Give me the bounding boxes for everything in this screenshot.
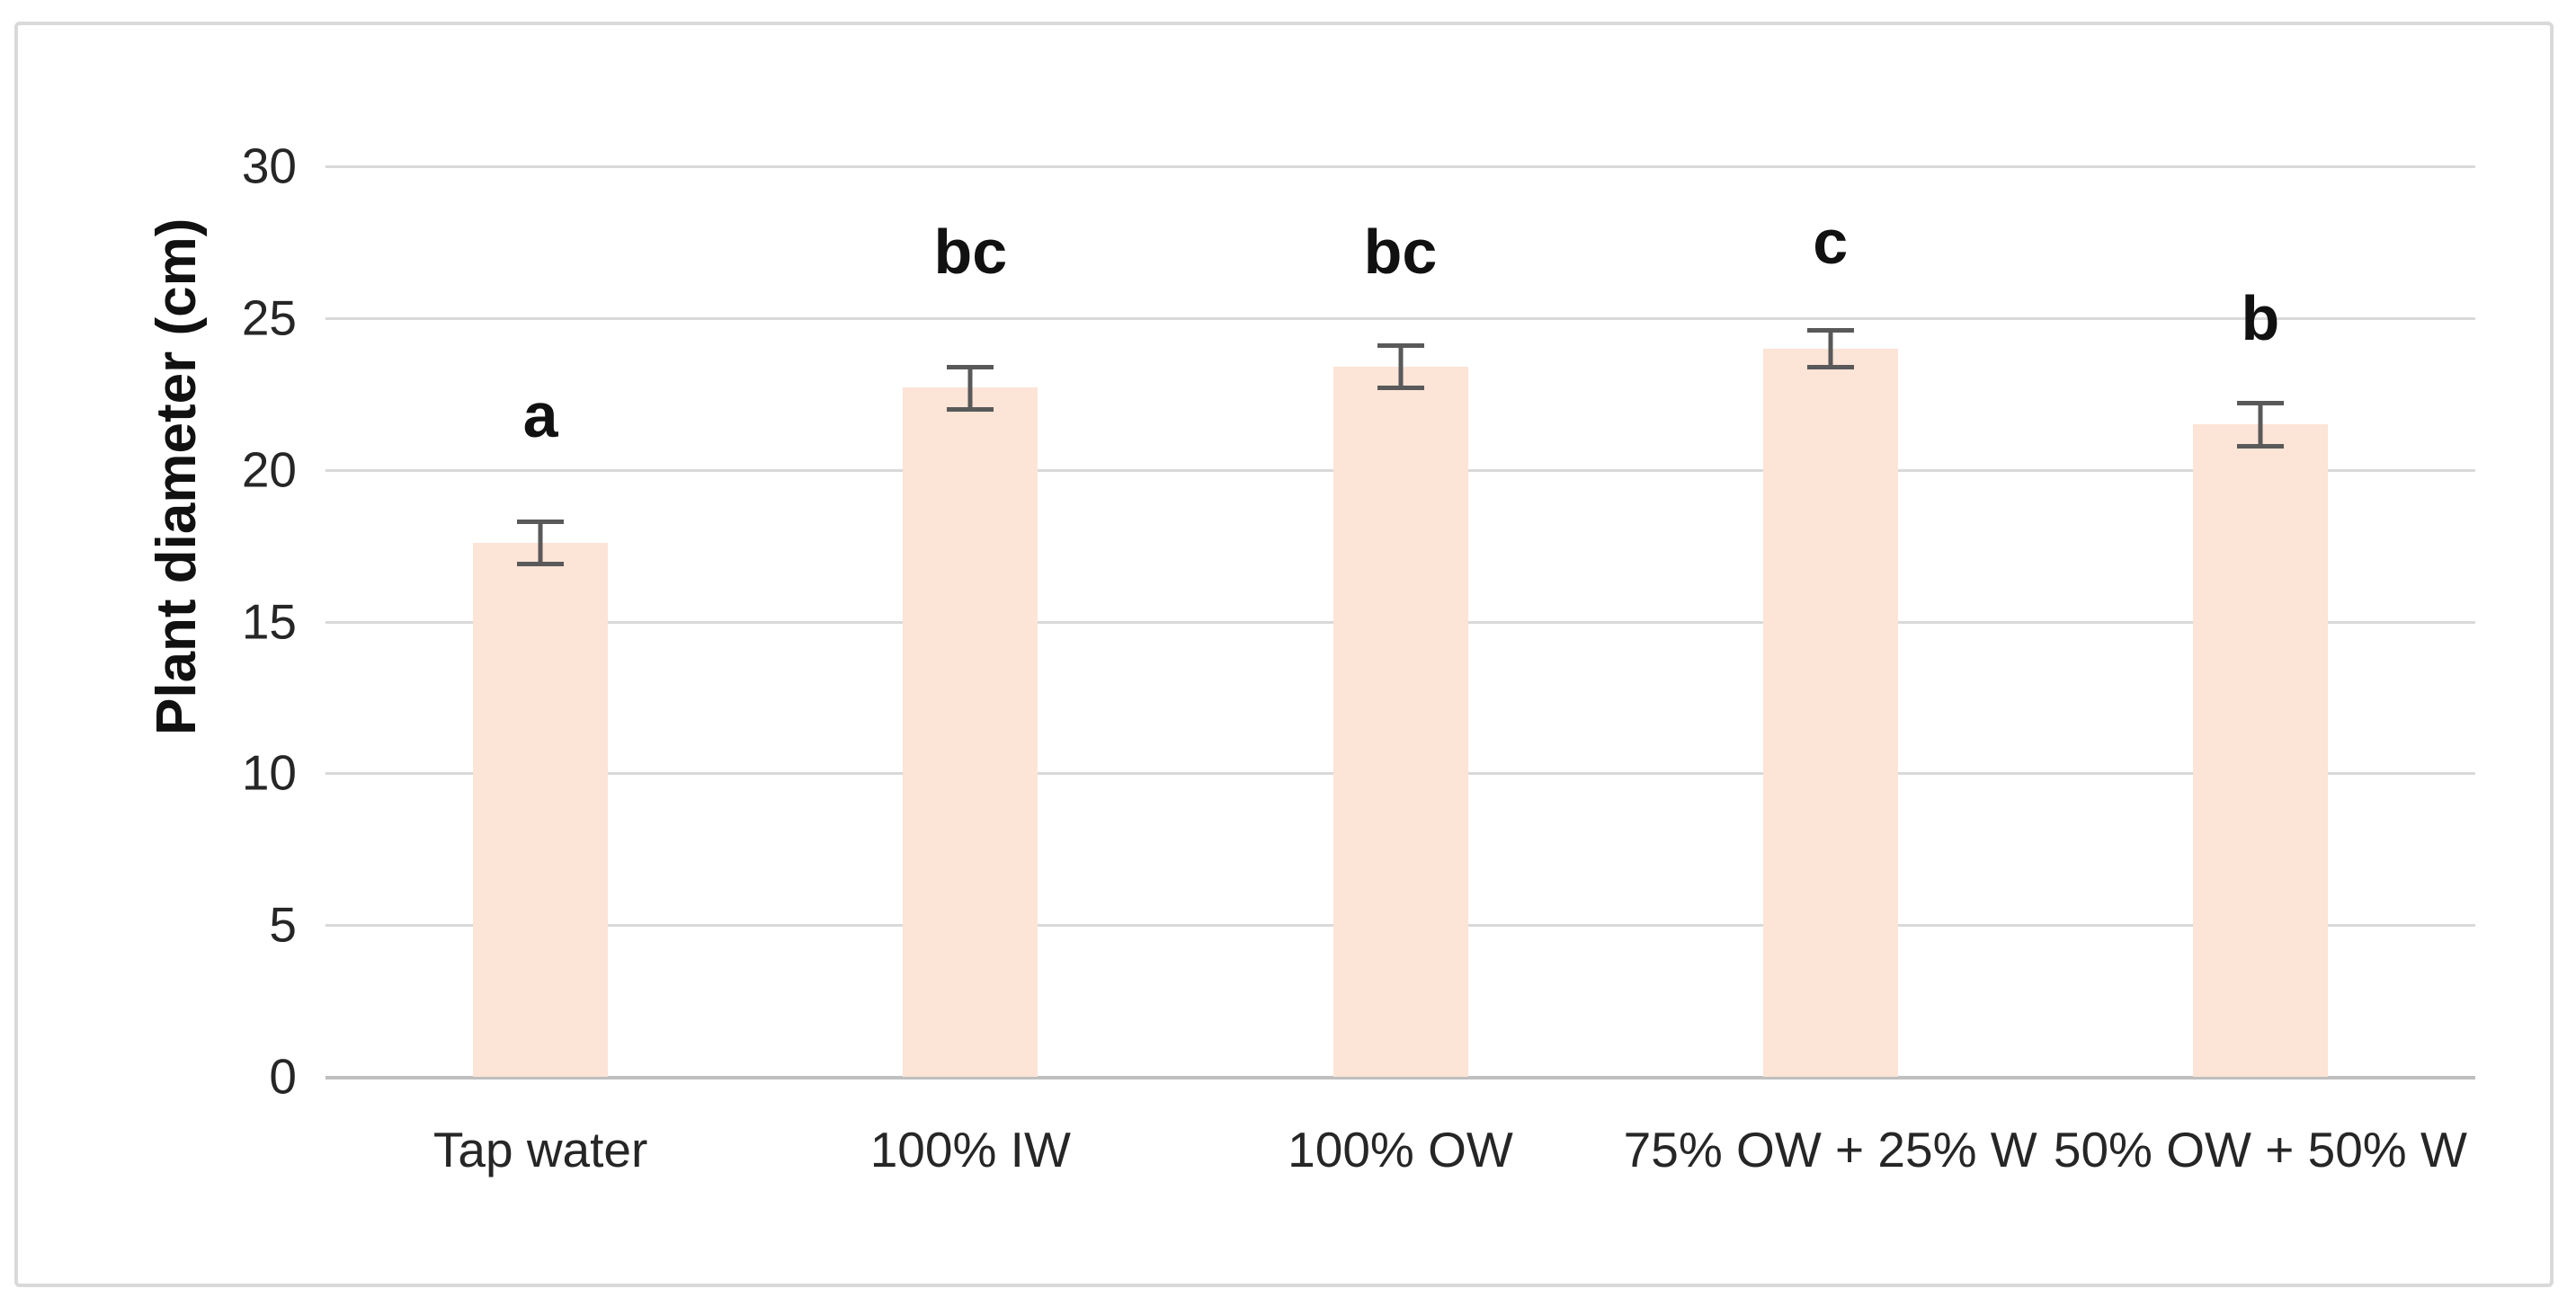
- chart-frame-border: Plant diameter (cm) 0 5 10 15 20 25 30 a bc bc c b…: [14, 22, 2554, 1287]
- bar-4: [1762, 348, 1898, 1077]
- x-axis-line: [325, 1076, 2475, 1080]
- category-label-5: 50% OW + 50% W: [2053, 1122, 2467, 1177]
- gridline: [325, 165, 2475, 168]
- category-label-4: 75% OW + 25% W: [1623, 1122, 2037, 1177]
- bar-1: [473, 542, 609, 1077]
- significance-letter-5: b: [2241, 282, 2280, 353]
- y-tick-label: 20: [241, 441, 297, 498]
- error-bar-bottom-cap: [2236, 443, 2284, 449]
- error-bar-line: [2258, 403, 2263, 446]
- error-bar-top-cap: [517, 520, 565, 525]
- gridline: [325, 316, 2475, 320]
- error-bar-bottom-cap: [517, 562, 565, 567]
- error-bar-top-cap: [1377, 343, 1424, 349]
- bar-5: [2192, 424, 2328, 1077]
- y-tick-label: 0: [269, 1048, 297, 1105]
- error-bar-line: [1828, 330, 1833, 367]
- significance-letter-3: bc: [1363, 216, 1438, 287]
- bar-2: [903, 387, 1038, 1077]
- category-label-3: 100% OW: [1288, 1122, 1513, 1177]
- y-tick-label: 15: [241, 593, 297, 649]
- error-bar-line: [1398, 345, 1403, 388]
- category-label-2: 100% IW: [869, 1122, 1071, 1177]
- error-bar-top-cap: [2236, 401, 2284, 406]
- error-bar-bottom-cap: [1377, 386, 1424, 391]
- bar-3: [1333, 366, 1468, 1077]
- significance-letter-2: bc: [933, 216, 1008, 287]
- error-bar-line: [967, 366, 973, 410]
- y-tick-label: 25: [241, 289, 297, 346]
- y-tick-label: 10: [241, 744, 297, 801]
- significance-letter-4: c: [1813, 207, 1849, 278]
- error-bar-line: [538, 521, 543, 564]
- significance-letter-1: a: [522, 379, 558, 450]
- y-tick-label: 5: [269, 896, 297, 953]
- error-bar-top-cap: [1806, 328, 1854, 333]
- y-tick-label: 30: [241, 138, 297, 194]
- error-bar-bottom-cap: [1806, 364, 1854, 369]
- error-bar-bottom-cap: [947, 407, 994, 413]
- error-bar-top-cap: [947, 364, 994, 369]
- category-label-1: Tap water: [432, 1122, 648, 1177]
